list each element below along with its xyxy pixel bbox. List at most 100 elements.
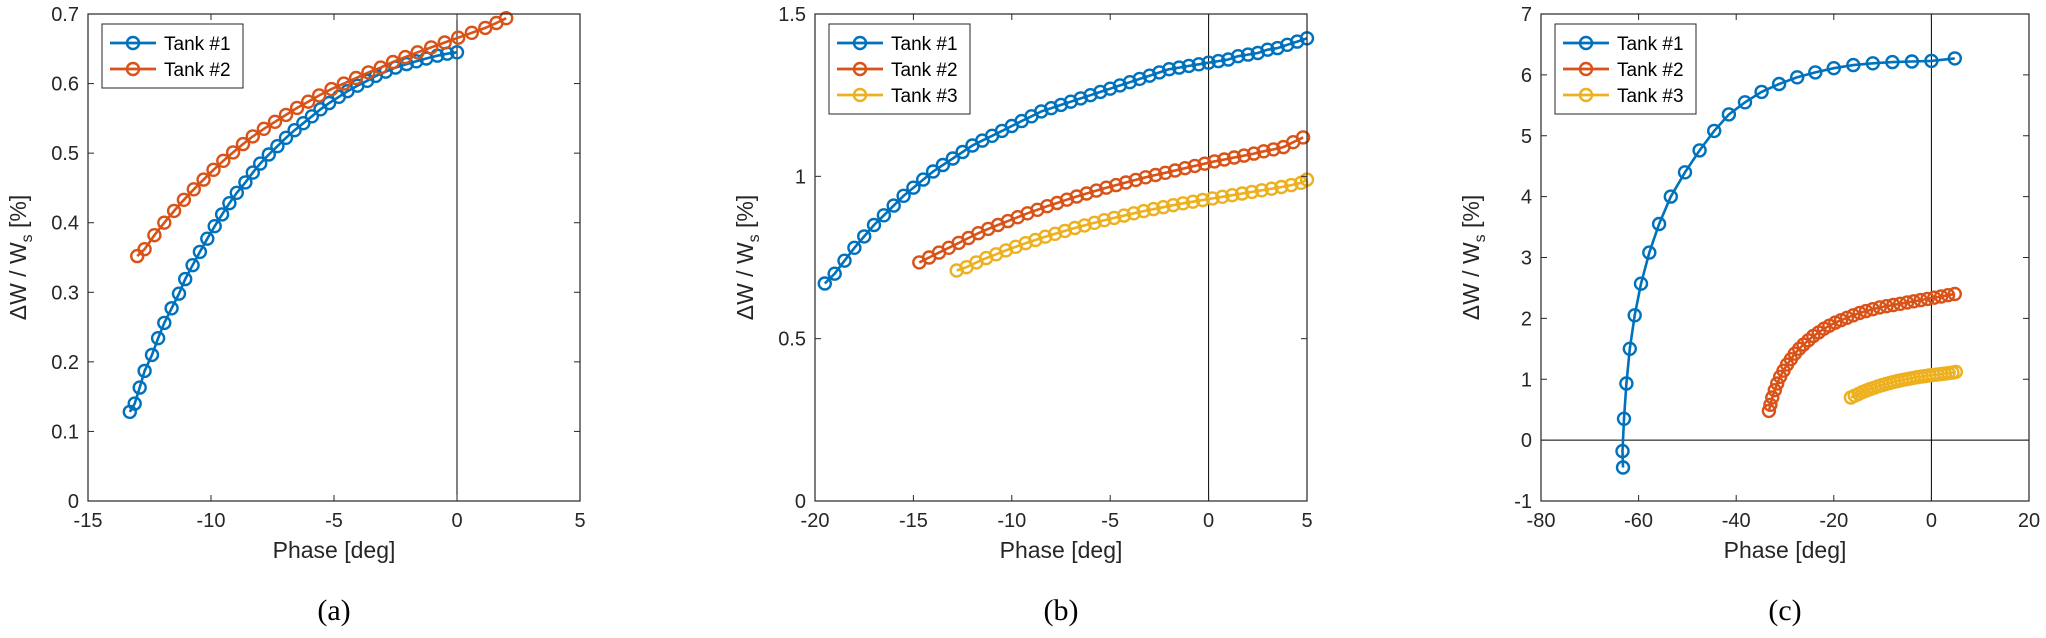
data-point — [1126, 206, 1142, 221]
data-point — [235, 136, 251, 152]
data-point — [945, 151, 960, 166]
data-point — [206, 162, 221, 178]
data-point — [1769, 376, 1785, 391]
data-point — [1146, 201, 1161, 217]
data-point — [216, 153, 231, 169]
data-point — [1663, 189, 1679, 204]
data-point — [1187, 158, 1203, 174]
series-tank-3 — [1843, 364, 1964, 405]
y-axis-label-unit: [%] — [5, 195, 31, 235]
data-point — [1148, 167, 1163, 183]
data-point — [1846, 308, 1861, 323]
x-tick-label: -20 — [801, 510, 830, 532]
x-tick-label: -10 — [997, 510, 1026, 532]
y-axis-label-main: ΔW / W — [1458, 242, 1484, 320]
data-point — [955, 144, 970, 160]
legend-marker — [1578, 61, 1594, 77]
data-point — [1904, 54, 1920, 69]
y-axis-label: ΔW / Ws [%] — [732, 195, 763, 321]
data-point — [1226, 150, 1242, 165]
data-point — [1839, 310, 1855, 325]
legend-item-tank-3: Tank #3 — [1563, 86, 1684, 107]
data-point — [304, 109, 320, 124]
data-point — [1872, 300, 1887, 315]
legend-label: Tank #2 — [891, 60, 958, 81]
legend-label: Tank #1 — [891, 34, 958, 55]
series-tank-1 — [1615, 51, 1963, 475]
data-point — [1175, 196, 1191, 211]
y-tick-label: 0.2 — [51, 352, 79, 374]
data-point — [935, 157, 951, 173]
data-point — [1116, 208, 1132, 223]
data-point — [1920, 291, 1935, 307]
series-tank-2 — [129, 11, 514, 264]
y-tick-label: 1 — [1521, 369, 1532, 391]
data-point — [222, 195, 237, 211]
series-tank-3 — [949, 172, 1315, 278]
data-point — [1165, 197, 1181, 213]
series-tank-1 — [122, 45, 465, 420]
data-point — [1899, 295, 1915, 310]
panel-label: (b) — [1044, 594, 1079, 627]
y-tick-label: 5 — [1521, 126, 1532, 148]
data-point — [1158, 165, 1173, 181]
data-point — [185, 258, 200, 273]
data-point — [144, 347, 160, 363]
data-point — [324, 81, 339, 97]
data-point — [1240, 47, 1256, 62]
data-point — [906, 180, 921, 195]
data-point — [278, 107, 294, 123]
data-point — [398, 49, 413, 65]
data-point — [1615, 443, 1630, 459]
data-point — [1136, 203, 1151, 219]
data-point — [925, 164, 941, 179]
data-point — [817, 276, 832, 291]
x-tick-label: 20 — [2018, 510, 2040, 532]
data-point — [1615, 460, 1631, 475]
data-point — [1737, 95, 1753, 110]
data-point — [373, 60, 388, 75]
data-point — [1138, 170, 1153, 185]
legend-item-tank-2: Tank #2 — [110, 60, 231, 81]
legend: Tank #1 Tank #2 Tank #3 — [828, 23, 971, 115]
x-tick-label: -20 — [1819, 510, 1848, 532]
data-point — [1927, 290, 1942, 305]
series-tank-1 — [817, 31, 1315, 291]
x-tick-label: -60 — [1624, 510, 1653, 532]
data-point — [361, 65, 376, 80]
y-axis-label: ΔW / Ws [%] — [1458, 195, 1489, 321]
x-tick-label: -40 — [1722, 510, 1751, 532]
data-point — [1236, 148, 1252, 163]
y-axis-label-subscript: s — [746, 234, 763, 242]
data-point — [1619, 376, 1634, 391]
data-point — [1763, 397, 1778, 412]
data-point — [137, 363, 152, 379]
data-point — [866, 217, 882, 233]
legend-label: Tank #3 — [1617, 86, 1684, 107]
y-tick-label: 0.5 — [778, 329, 806, 351]
data-point — [1256, 144, 1271, 159]
data-point — [1767, 383, 1783, 398]
data-point — [1865, 302, 1881, 317]
data-point — [1940, 288, 1956, 303]
data-point — [186, 182, 202, 197]
y-tick-label: 7 — [1521, 4, 1532, 26]
y-axis-label: ΔW / Ws [%] — [5, 195, 36, 321]
chart-panel-2: -20 -15 -10 -5 0 5 0 0.5 1 1.5 Phase [deg] ΔW / Ws … — [732, 4, 1315, 627]
data-point — [256, 121, 272, 137]
axes-box — [814, 13, 1308, 502]
y-tick-label: 0.7 — [51, 4, 79, 26]
data-point — [424, 40, 439, 55]
y-tick-label: 0.4 — [51, 213, 79, 235]
x-axis-label: Phase [deg] — [1000, 537, 1123, 563]
data-point — [1118, 175, 1134, 190]
data-point — [1211, 53, 1226, 69]
data-point — [1791, 341, 1807, 356]
legend-marker — [852, 87, 868, 103]
data-point — [287, 122, 302, 138]
y-tick-label: -1 — [1514, 491, 1532, 513]
data-point — [916, 172, 931, 187]
legend-marker — [1578, 35, 1594, 51]
data-point — [225, 145, 241, 160]
data-point — [451, 30, 466, 45]
